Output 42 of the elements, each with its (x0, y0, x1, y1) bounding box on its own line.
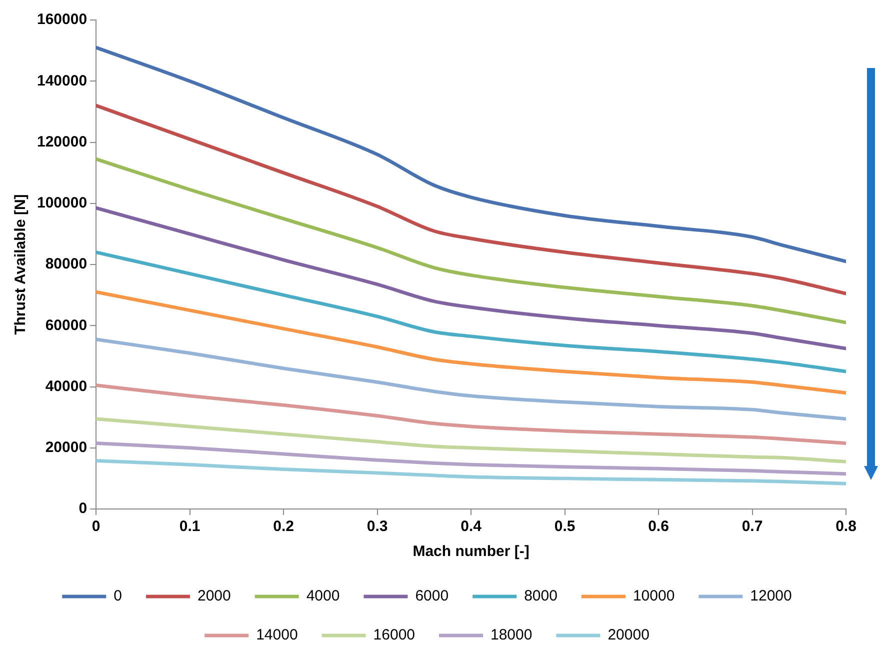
legend-label: 0 (114, 588, 122, 605)
x-tick-label: 0.7 (742, 518, 763, 536)
y-tick-label: 20000 (45, 439, 88, 456)
x-tick-label: 0.3 (366, 518, 388, 536)
y-tick-label: 100000 (36, 194, 88, 212)
legend-label: 18000 (490, 626, 532, 644)
legend-label: 8000 (524, 588, 558, 605)
y-tick-label: 40000 (45, 378, 88, 395)
legend-label: 14000 (256, 626, 298, 644)
y-tick-label: 160000 (36, 11, 88, 28)
x-tick-label: 0.1 (179, 518, 200, 536)
x-tick-label: 0.4 (460, 518, 482, 536)
line-series (96, 250, 846, 374)
y-tick-label: 0 (78, 500, 88, 518)
x-tick-label: 0.6 (648, 518, 669, 536)
legend-label: 20000 (608, 626, 650, 644)
line-series (96, 338, 846, 421)
legend-label: 16000 (373, 626, 416, 644)
legend-label: 10000 (632, 588, 675, 605)
y-tick-label: 80000 (45, 256, 88, 273)
line-series (96, 417, 846, 464)
y-tick-label: 120000 (36, 133, 88, 150)
legend-label: 12000 (750, 588, 792, 605)
line-series (96, 458, 846, 486)
y-axis-title: Thrust Available [N] (12, 194, 30, 335)
y-tick-label: 60000 (45, 316, 88, 334)
line-series (96, 290, 846, 395)
legend-label: 6000 (415, 588, 449, 605)
y-tick-label: 140000 (36, 72, 88, 90)
legend-label: 4000 (306, 588, 340, 605)
x-tick-label: 0.8 (836, 518, 856, 536)
x-tick-label: 0 (92, 518, 100, 536)
legend-label: 2000 (197, 588, 231, 605)
line-series (96, 157, 846, 324)
line-series (96, 104, 846, 296)
x-axis-title: Mach number [-] (412, 543, 530, 560)
line-series (96, 46, 846, 264)
line-series (96, 383, 846, 446)
x-tick-label: 0.5 (554, 518, 576, 536)
line-series (96, 442, 846, 476)
line-series (96, 206, 846, 350)
x-tick-label: 0.2 (273, 518, 294, 536)
